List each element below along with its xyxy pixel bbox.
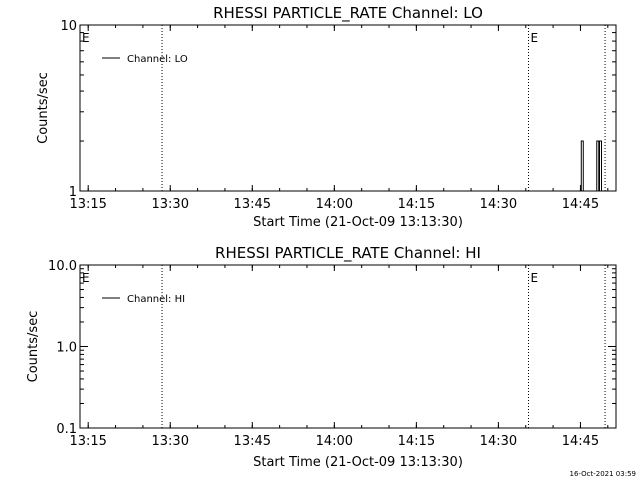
- y-tick-label: 1.0: [56, 341, 77, 356]
- x-tick-label: 13:30: [152, 197, 189, 212]
- data-spike: [596, 140, 600, 192]
- x-tick-label: 14:30: [480, 197, 517, 212]
- event-marker-label: E: [82, 31, 90, 45]
- y-axis-label: Counts/sec: [26, 311, 41, 383]
- x-tick-label: 14:15: [398, 434, 435, 449]
- legend-label: Channel: LO: [127, 54, 188, 65]
- data-spike: [599, 140, 603, 192]
- plot-frame: [79, 24, 617, 192]
- x-tick-label: 14:45: [562, 197, 599, 212]
- legend-label: Channel: HI: [127, 294, 185, 305]
- x-axis-label: Start Time (21-Oct-09 13:13:30): [253, 455, 463, 470]
- data-spike: [580, 140, 584, 192]
- y-axis-label: Counts/sec: [36, 72, 51, 144]
- event-marker-label: E: [530, 31, 538, 45]
- x-tick-label: 13:45: [234, 434, 271, 449]
- y-tick-label: 10.0: [48, 259, 77, 274]
- event-marker-label: E: [82, 271, 90, 285]
- x-tick-label: 13:30: [152, 434, 189, 449]
- x-tick-label: 14:30: [480, 434, 517, 449]
- x-tick-label: 13:45: [234, 197, 271, 212]
- x-tick-label: 14:45: [562, 434, 599, 449]
- y-tick-label: 1: [69, 185, 77, 200]
- chart-title: RHESSI PARTICLE_RATE Channel: LO: [213, 4, 483, 23]
- x-tick-label: 14:15: [398, 197, 435, 212]
- y-tick-label: 0.1: [56, 422, 77, 437]
- plot-frame: [79, 264, 617, 429]
- x-axis-label: Start Time (21-Oct-09 13:13:30): [253, 215, 463, 230]
- x-tick-label: 14:00: [316, 197, 353, 212]
- y-tick-label: 10: [60, 19, 77, 34]
- x-tick-label: 13:15: [69, 197, 106, 212]
- x-tick-label: 13:15: [69, 434, 106, 449]
- chart-title: RHESSI PARTICLE_RATE Channel: HI: [215, 244, 481, 263]
- x-tick-label: 14:00: [316, 434, 353, 449]
- chart-panel-1: RHESSI PARTICLE_RATE Channel: LO 13:15 13:…: [36, 4, 617, 230]
- event-marker-label: E: [530, 271, 538, 285]
- footer-timestamp: 16-Oct-2021 03:59: [570, 470, 636, 478]
- chart-panel-2: RHESSI PARTICLE_RATE Channel: HI 13:15 13:…: [26, 244, 617, 470]
